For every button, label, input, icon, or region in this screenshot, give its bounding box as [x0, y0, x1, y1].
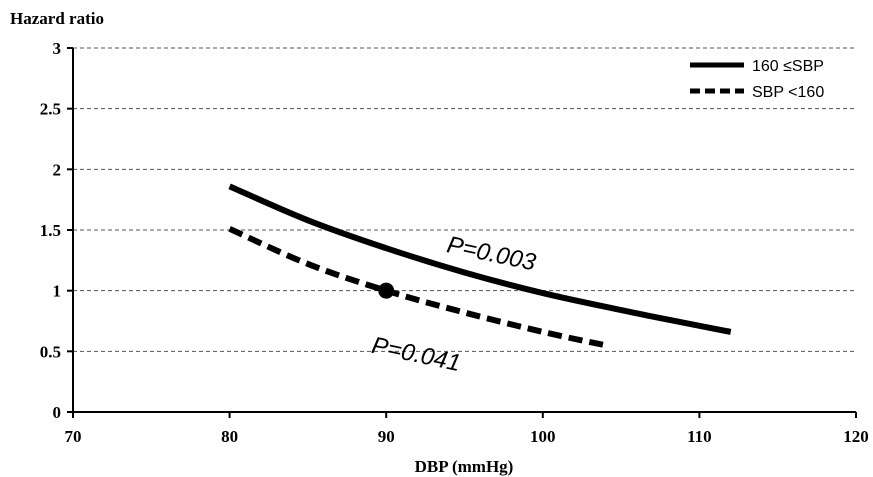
x-tick-label: 110: [687, 427, 712, 446]
y-tick-label: 2.5: [40, 100, 61, 119]
legend: 160 ≤SBP SBP <160: [690, 58, 824, 101]
series-line-solid: [228, 183, 732, 335]
gridlines: [73, 47, 856, 352]
x-tick-label: 100: [530, 427, 556, 446]
y-tick-label: 0.5: [40, 342, 61, 361]
axis-ticks: 0 0.5 1 1.5 2 2.5 3 70 80 90 100 110 120: [40, 39, 869, 446]
x-tick-label: 70: [65, 427, 82, 446]
y-tick-label: 1: [53, 282, 62, 301]
x-axis-title: DBP (mmHg): [415, 457, 514, 476]
y-tick-label: 1.5: [40, 221, 61, 240]
legend-label-series-2: SBP <160: [752, 84, 824, 101]
reference-point-marker: [378, 282, 395, 299]
x-tick-label: 90: [378, 427, 395, 446]
p-value-annotation: P=0.041: [369, 332, 463, 377]
y-tick-label: 3: [53, 39, 62, 58]
x-tick-label: 120: [843, 427, 869, 446]
y-axis-title: Hazard ratio: [10, 9, 104, 28]
series: [228, 183, 732, 349]
legend-label-series-1: 160 ≤SBP: [752, 58, 824, 75]
y-tick-label: 0: [53, 403, 62, 422]
x-tick-label: 80: [221, 427, 238, 446]
y-tick-label: 2: [53, 160, 62, 179]
series-line-dashed: [228, 226, 607, 349]
